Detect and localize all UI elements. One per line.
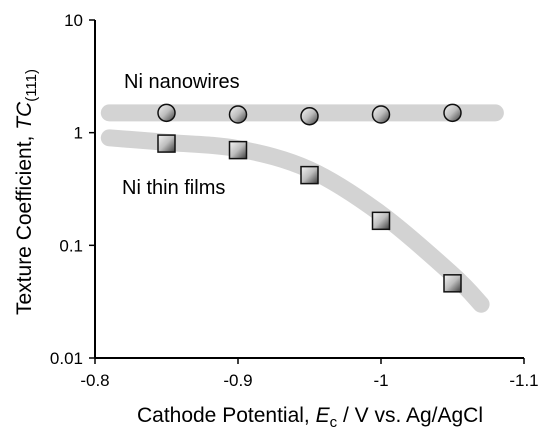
- y-axis-title-symbol: TC: [13, 101, 36, 130]
- thin-film-point: [157, 134, 176, 153]
- y-tick-label: 0.1: [59, 236, 83, 255]
- series-label-thin-films: Ni thin films: [122, 177, 225, 199]
- x-axis-title: Cathode Potential, Ec / V vs. Ag/AgCl: [137, 404, 483, 431]
- nanowire-point: [228, 105, 248, 124]
- thin-film-point: [228, 140, 248, 160]
- x-tick-label: -1: [373, 371, 388, 390]
- y-tick-label: 1: [74, 124, 83, 143]
- nanowire-point: [300, 106, 319, 126]
- tick-layer: -0.8 -0.9 -1 -1.1 0.01 0.1 1 10: [50, 11, 539, 390]
- thin-film-point: [443, 274, 462, 293]
- thin-film-point: [300, 165, 319, 185]
- y-axis-title-prefix: Texture Coefficient,: [13, 130, 36, 315]
- marker-layer: [157, 103, 462, 293]
- y-axis-title-subscript: (111): [23, 69, 40, 102]
- y-tick-label: 10: [64, 11, 83, 30]
- thin-film-point: [371, 211, 391, 231]
- nanowire-point: [443, 103, 462, 123]
- nanowire-point: [371, 105, 391, 124]
- x-axis-title-symbol: E: [316, 404, 331, 427]
- x-axis-title-suffix: / V vs. Ag/AgCl: [337, 404, 483, 427]
- y-tick-label: 0.01: [50, 349, 83, 368]
- axis-layer: [94, 20, 524, 359]
- x-tick-label: -0.9: [223, 371, 252, 390]
- x-axis-title-prefix: Cathode Potential,: [137, 404, 316, 427]
- y-axis-title: Texture Coefficient, TC(111): [13, 69, 40, 315]
- x-tick-label: -0.8: [80, 371, 109, 390]
- nanowire-point: [157, 103, 176, 123]
- series-label-nanowires: Ni nanowires: [124, 71, 240, 93]
- x-axis-title-subscript: c: [330, 414, 338, 431]
- x-tick-label: -1.1: [509, 371, 538, 390]
- trend-band-1: [100, 129, 490, 313]
